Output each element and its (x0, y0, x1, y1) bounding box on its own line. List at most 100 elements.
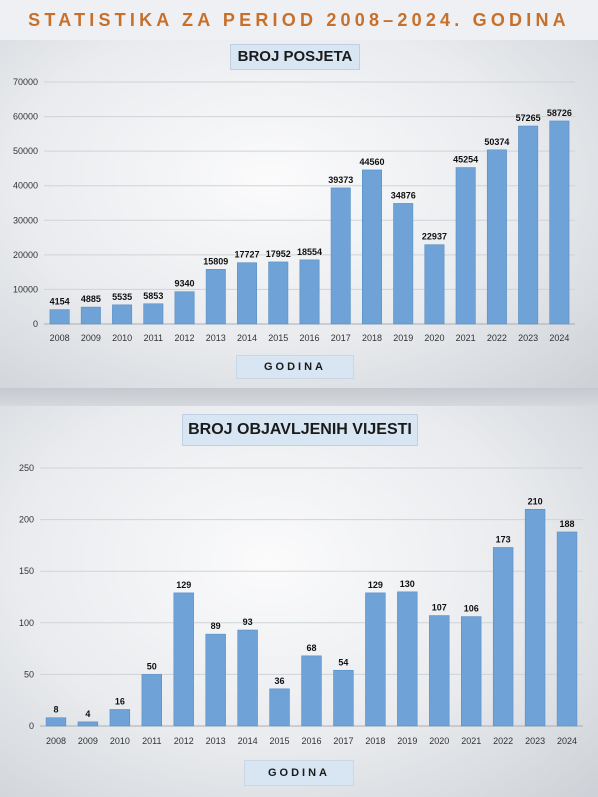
news-chart: 0 50 100 150 200 250 8 2008 4 2009 16 2010 50 2011 129… (19, 463, 583, 746)
data-label: 45254 (453, 155, 478, 165)
bar (299, 259, 320, 325)
x-tick-label: 2023 (518, 333, 538, 343)
y-tick-label: 50000 (13, 146, 38, 156)
x-tick-label: 2013 (206, 333, 226, 343)
bar (397, 591, 418, 727)
y-tick-label: 20000 (13, 250, 38, 260)
data-label: 22937 (422, 232, 447, 242)
data-label: 54 (338, 657, 348, 667)
x-tick-label: 2008 (50, 333, 70, 343)
bar (518, 125, 539, 325)
data-label: 5535 (112, 292, 132, 302)
visits-chart: 0 10000 20000 30000 40000 50000 60000 70000 4154… (13, 77, 575, 343)
header: STATISTIKA ZA PERIOD 2008–2024. GODINA (0, 0, 598, 44)
bar (486, 149, 507, 325)
data-label: 36 (275, 676, 285, 686)
data-label: 130 (400, 579, 415, 589)
data-label: 34876 (391, 190, 416, 200)
x-tick-label: 2015 (268, 333, 288, 343)
x-tick-label: 2009 (78, 736, 98, 746)
data-label: 5853 (143, 291, 163, 301)
x-tick-label: 2017 (331, 333, 351, 343)
bar (429, 615, 450, 727)
bar (80, 306, 101, 325)
data-label: 39373 (328, 175, 353, 185)
bar (330, 187, 351, 325)
bar (205, 633, 226, 727)
data-label: 44560 (359, 157, 384, 167)
y-tick-label: 0 (29, 721, 34, 731)
news-x-axis-label: GODINA (244, 760, 354, 786)
bar (461, 616, 482, 727)
bar (301, 655, 322, 727)
x-tick-label: 2019 (393, 333, 413, 343)
news-chart-title: BROJ OBJAVLJENIH VIJESTI (182, 414, 418, 446)
data-label: 129 (176, 580, 191, 590)
x-tick-label: 2009 (81, 333, 101, 343)
bar (333, 669, 354, 727)
bar (49, 309, 70, 325)
y-tick-label: 50 (24, 669, 34, 679)
data-label: 58726 (547, 108, 572, 118)
data-label: 4 (85, 709, 90, 719)
data-label: 57265 (516, 113, 541, 123)
x-tick-label: 2018 (365, 736, 385, 746)
y-tick-label: 200 (19, 515, 34, 525)
bar (393, 203, 414, 325)
data-label: 18554 (297, 247, 322, 257)
y-tick-label: 0 (33, 319, 38, 329)
bar (237, 262, 258, 325)
data-label: 17727 (235, 250, 260, 260)
x-tick-label: 2012 (174, 736, 194, 746)
x-tick-label: 2023 (525, 736, 545, 746)
x-tick-label: 2022 (487, 333, 507, 343)
data-label: 89 (211, 621, 221, 631)
visits-x-axis-label: GODINA (236, 355, 354, 379)
x-tick-label: 2014 (237, 333, 257, 343)
data-label: 68 (306, 643, 316, 653)
data-label: 50374 (484, 137, 509, 147)
bar (524, 508, 546, 727)
bar (205, 269, 226, 325)
bar (361, 169, 382, 325)
x-tick-label: 2010 (110, 736, 130, 746)
x-tick-label: 2016 (301, 736, 321, 746)
bar (173, 592, 194, 727)
bar (424, 244, 445, 325)
bar (141, 674, 162, 727)
y-tick-label: 250 (19, 463, 34, 473)
data-label: 173 (496, 534, 511, 544)
data-label: 16 (115, 696, 125, 706)
bar (268, 261, 289, 325)
news-chart-panel: 0 50 100 150 200 250 8 2008 4 2009 16 2010 50 2011 129… (0, 406, 598, 797)
x-tick-label: 2018 (362, 333, 382, 343)
data-label: 129 (368, 580, 383, 590)
y-tick-label: 100 (19, 618, 34, 628)
x-tick-label: 2021 (461, 736, 481, 746)
x-tick-label: 2020 (424, 333, 444, 343)
data-label: 188 (560, 519, 575, 529)
visits-chart-title: BROJ POSJETA (230, 44, 360, 70)
x-tick-label: 2016 (299, 333, 319, 343)
page-title: STATISTIKA ZA PERIOD 2008–2024. GODINA (28, 10, 570, 30)
data-label: 4154 (50, 297, 70, 307)
x-tick-label: 2008 (46, 736, 66, 746)
bar (77, 721, 99, 727)
x-tick-label: 2011 (144, 333, 163, 343)
x-tick-label: 2010 (112, 333, 132, 343)
x-tick-label: 2024 (557, 736, 577, 746)
x-tick-label: 2012 (175, 333, 195, 343)
data-label: 93 (243, 617, 253, 627)
data-label: 50 (147, 661, 157, 671)
bar (109, 709, 131, 727)
bar (237, 629, 258, 727)
x-tick-label: 2024 (549, 333, 569, 343)
bar (112, 304, 133, 325)
data-label: 9340 (175, 279, 195, 289)
y-tick-label: 60000 (13, 112, 38, 122)
data-label: 17952 (266, 249, 291, 259)
y-tick-label: 40000 (13, 181, 38, 191)
data-label: 15809 (203, 256, 228, 266)
bar (556, 531, 578, 727)
